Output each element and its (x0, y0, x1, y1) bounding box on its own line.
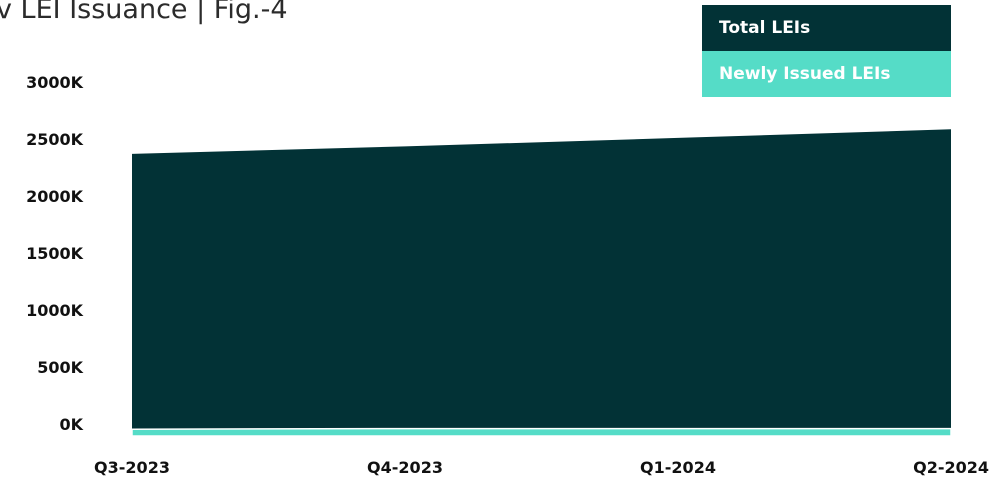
x-axis-tick-labels: Q3-2023 Q4-2023 Q1-2024 Q2-2024 (94, 458, 989, 477)
x-tick-label: Q2-2024 (913, 458, 989, 477)
area-series-group (131, 129, 952, 437)
x-tick-label: Q3-2023 (94, 458, 170, 477)
area-total-leis (132, 129, 951, 437)
y-tick-label: 2500K (26, 130, 84, 149)
chart-title: v LEI Issuance | Fig.-4 (0, 0, 288, 25)
y-axis-tick-labels: 0K 500K 1000K 1500K 2000K 2500K 3000K (26, 73, 84, 434)
y-tick-label: 2000K (26, 187, 84, 206)
y-tick-label: 500K (37, 358, 83, 377)
legend-item-newly-issued-leis[interactable]: Newly Issued LEIs (702, 51, 951, 97)
x-tick-label: Q4-2023 (367, 458, 443, 477)
y-tick-label: 3000K (26, 73, 84, 92)
y-tick-label: 1000K (26, 301, 84, 320)
y-tick-label: 0K (59, 415, 83, 434)
y-tick-label: 1500K (26, 244, 84, 263)
legend-item-total-leis[interactable]: Total LEIs (702, 5, 951, 51)
chart-legend: Total LEIs Newly Issued LEIs (702, 5, 951, 97)
area-newly-issued-leis (131, 427, 952, 437)
x-tick-label: Q1-2024 (640, 458, 716, 477)
